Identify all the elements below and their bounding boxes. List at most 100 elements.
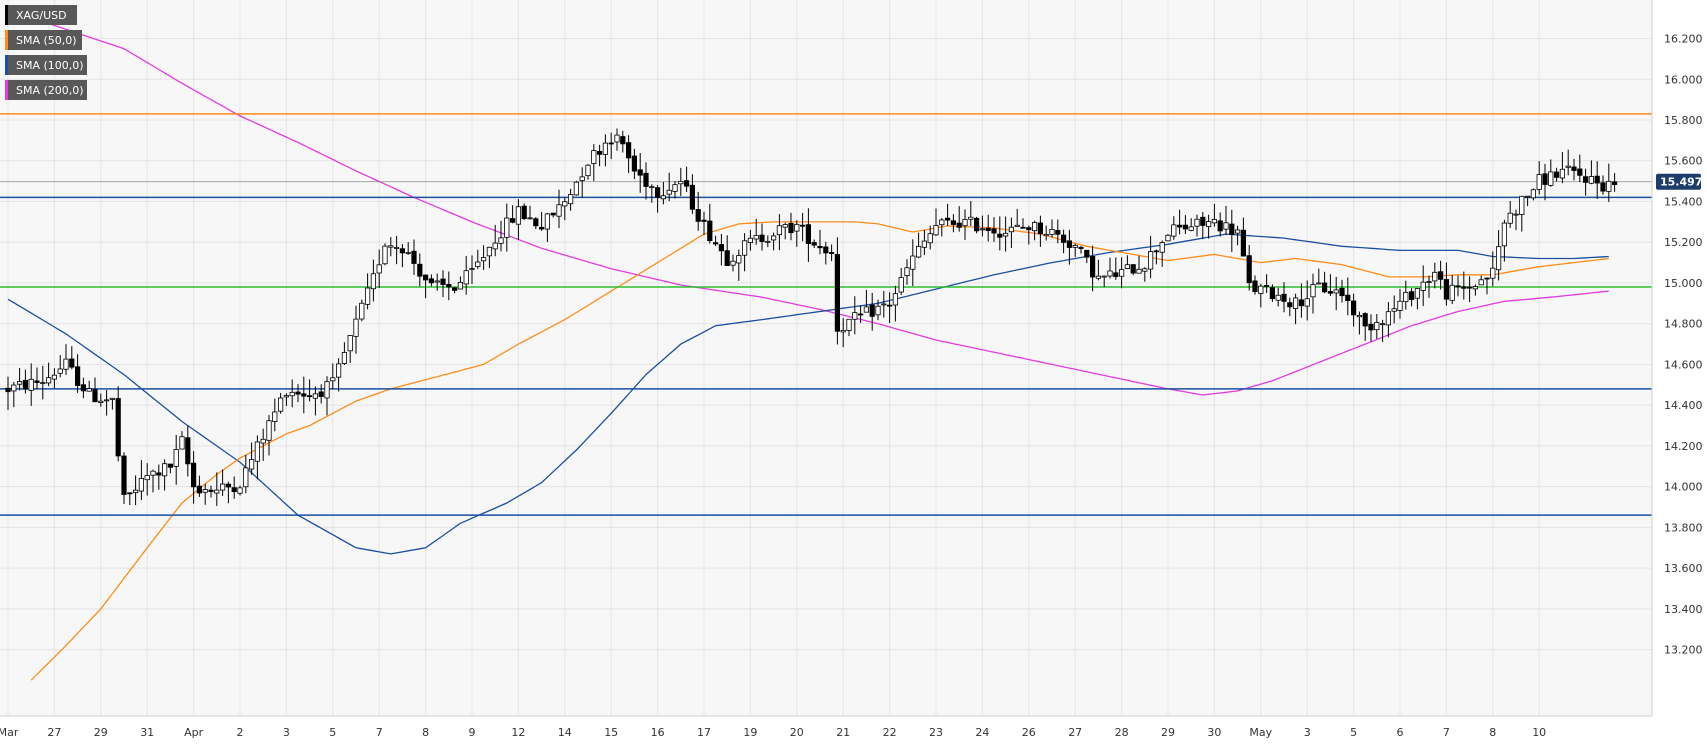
candle-body [1594,175,1600,184]
sma-100-line [7,233,1609,555]
candle-body [544,213,551,230]
candle-body [92,389,98,403]
candle [533,217,539,230]
x-tick-label: 29 [94,726,108,739]
candle [950,214,957,233]
candle-body [881,303,887,306]
candle [1206,214,1212,239]
candle-body [649,186,655,189]
candle-body [1356,314,1362,318]
candle [1542,163,1548,201]
candle [486,246,493,269]
x-tick-label: 5 [1350,726,1357,739]
candle [318,384,324,404]
candle [1101,275,1107,288]
candle-body [1391,308,1397,312]
candle-body [521,205,527,220]
candle [637,152,643,193]
candle-body [1200,216,1206,226]
candle-body [556,204,562,217]
candle-body [788,222,794,234]
candle [104,390,110,416]
candle-body [846,318,852,331]
candle-body [1374,322,1380,331]
x-tick-label: 27 [1068,726,1082,739]
candle [63,344,69,375]
candle [289,379,295,408]
candle-body [875,305,881,316]
candle [805,208,812,262]
legend-label: XAG/USD [16,9,67,22]
legend-color-swatch [5,80,8,100]
candle-body [678,181,684,185]
candle-body [1119,269,1125,277]
candle-body [457,281,464,290]
candle [1229,209,1235,253]
candle-body [28,378,34,391]
candle-body [1026,227,1032,231]
candle [701,211,707,235]
candle [92,377,98,403]
candle-body [707,220,713,242]
candle [1501,219,1507,262]
candle-body [620,136,626,145]
candle [28,363,34,406]
candle [956,206,962,232]
candle [167,463,173,474]
y-tick-label: 15.800 [1664,114,1703,127]
candle [660,181,667,205]
candle [753,218,759,245]
candle-body [411,250,417,264]
candle [869,292,875,331]
candle-body [440,278,446,285]
candle [892,285,899,322]
candle-body [1223,222,1229,230]
candle-body [1159,242,1165,253]
candle [1194,214,1200,237]
last-price-tag: 15.497 [1656,173,1702,190]
candle [1072,243,1078,257]
candle-body [69,358,75,368]
candle-body [1455,285,1461,288]
candle-body [237,487,243,494]
candle-body [382,245,388,265]
candle [829,244,835,262]
candle [475,249,481,270]
candle [243,454,249,494]
candle-body [1014,224,1020,227]
candle-body [1322,282,1328,293]
candle [1032,220,1038,241]
candle [649,184,655,203]
candle [1055,219,1061,244]
candle [834,237,841,345]
x-axis: Mar 27 29 31 Apr 2 3 5 7 8 9 12 14 15 16 17 19 20 21 22 23 24… [0,715,1652,739]
candle-body [150,470,156,476]
candle-body [283,395,290,398]
candle [1374,314,1380,339]
candle-body [602,142,609,155]
candle-body [1438,271,1444,280]
candle [34,367,40,390]
candle [1298,283,1304,318]
candle [602,134,609,167]
candle [1333,276,1339,311]
y-tick-label: 15.200 [1664,236,1703,249]
candle [324,376,330,416]
candle-body [202,489,208,493]
candle [370,259,377,302]
candle [1066,229,1072,265]
candle-body [504,217,510,238]
candle [446,271,452,301]
candle-body [950,220,957,225]
candle-body [858,313,864,316]
candle-body [1414,288,1420,299]
candle-body [405,252,411,254]
candle [411,239,417,275]
candle [254,435,260,480]
candle [1455,275,1461,297]
candle-body [1032,222,1038,232]
candle-body [817,245,823,249]
candle-body [208,489,214,492]
candle-body [1217,220,1223,232]
candle-body [1240,229,1246,257]
